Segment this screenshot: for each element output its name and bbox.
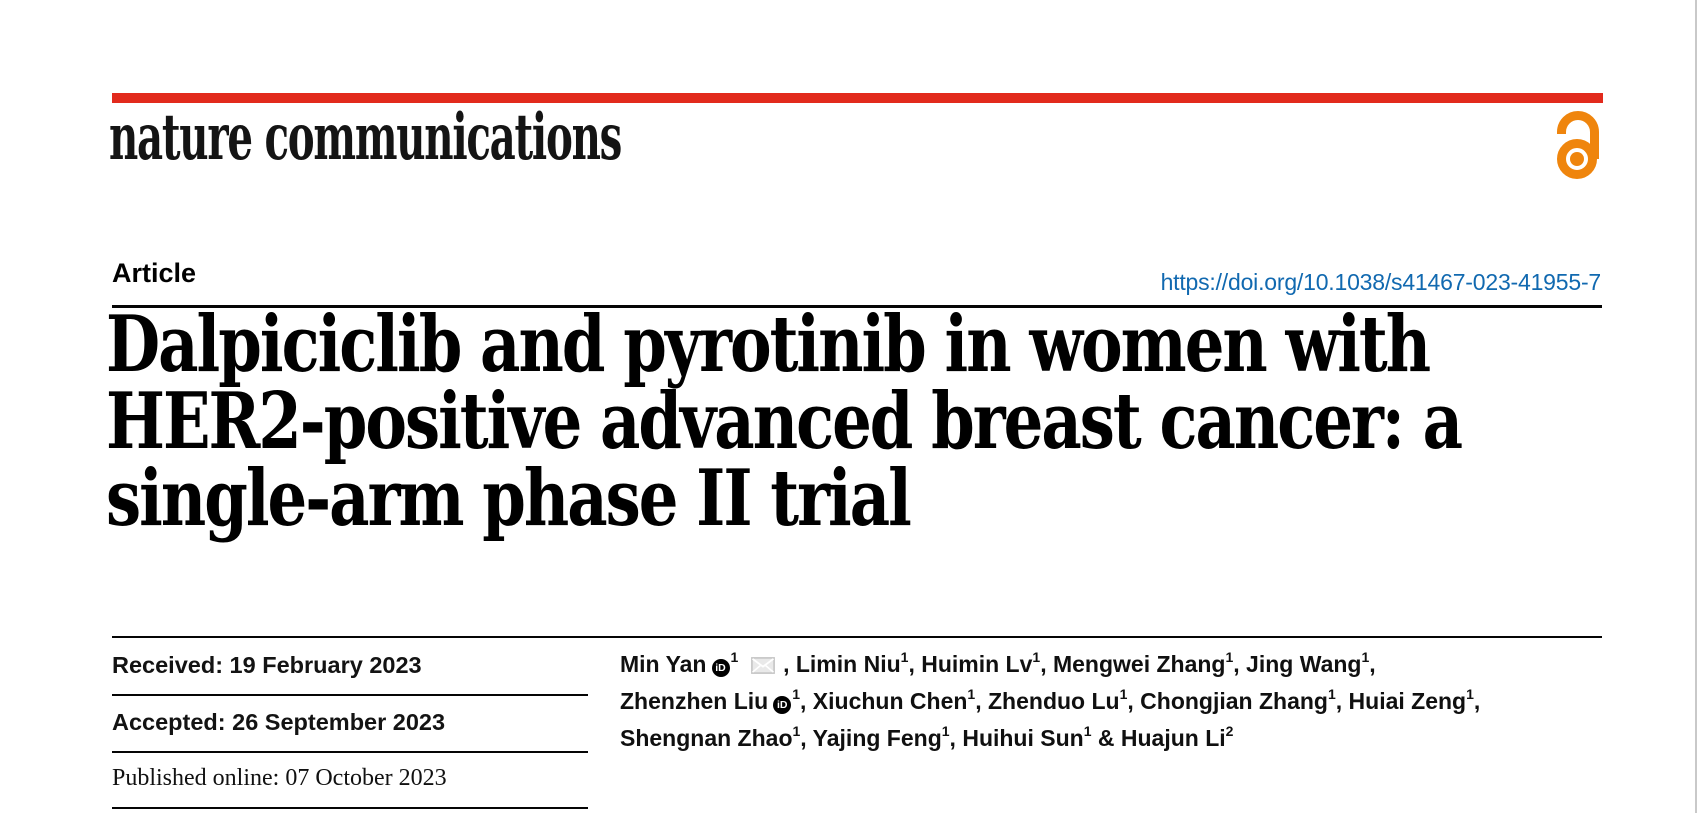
received-date: Received: 19 February 2023	[112, 652, 422, 678]
affiliation-superscript: 1	[1225, 649, 1234, 666]
author-line: Min Yan iD1 , Limin Niu1, Huimin Lv1, Men…	[620, 649, 1376, 677]
author-name: Yajing Feng	[812, 725, 942, 751]
affiliation-superscript: 1	[1032, 649, 1041, 666]
author-line: Shengnan Zhao1, Yajing Feng1, Huihui Sun…	[620, 723, 1234, 751]
author-name: Huajun Li	[1120, 725, 1226, 751]
paper-title: Dalpiciclib and pyrotinib in women with …	[106, 306, 1463, 538]
author-name: Shengnan Zhao	[620, 725, 793, 751]
author-name: Huihui Sun	[962, 725, 1084, 751]
author-name: Huiai Zeng	[1348, 688, 1467, 714]
doi-link[interactable]: https://doi.org/10.1038/s41467-023-41955…	[1160, 269, 1602, 295]
author-name: Jing Wang	[1246, 651, 1362, 677]
title-line-2: HER2-positive advanced breast cancer: a	[106, 376, 1463, 467]
author-list: Min Yan iD1 , Limin Niu1, Huimin Lv1, Men…	[620, 646, 1610, 757]
email-icon[interactable]	[750, 657, 775, 674]
journal-logo: nature communications	[109, 100, 622, 175]
page-edge-line	[1695, 0, 1697, 813]
affiliation-superscript: 1	[1361, 649, 1370, 666]
title-line-1: Dalpiciclib and pyrotinib in women with	[106, 299, 1431, 390]
affiliation-superscript: 1	[792, 723, 801, 740]
affiliation-superscript: 1	[1083, 723, 1092, 740]
date-divider	[112, 694, 588, 696]
date-divider	[112, 751, 588, 753]
date-divider	[112, 807, 588, 809]
affiliation-superscript: 2	[1225, 723, 1234, 740]
affiliation-superscript: 1	[1119, 686, 1128, 703]
author-line: Zhenzhen Liu iD1, Xiuchun Chen1, Zhenduo …	[620, 686, 1481, 714]
author-name: Min Yan	[620, 651, 707, 677]
affiliation-superscript: 1	[941, 723, 950, 740]
author-name: Chongjian Zhang	[1140, 688, 1328, 714]
affiliation-superscript: 1	[1466, 686, 1474, 703]
article-type-label: Article	[112, 258, 197, 288]
published-date: Published online: 07 October 2023	[112, 765, 447, 791]
affiliation-superscript: 1	[730, 649, 739, 666]
author-name: Zhenzhen Liu	[620, 688, 769, 714]
meta-top-divider	[112, 636, 1602, 638]
accepted-date: Accepted: 26 September 2023	[112, 709, 446, 735]
affiliation-superscript: 1	[1327, 686, 1336, 703]
orcid-icon[interactable]: iD	[773, 696, 792, 714]
affiliation-superscript: 1	[792, 686, 801, 703]
open-access-icon	[1557, 111, 1599, 179]
author-name: Huimin Lv	[921, 651, 1033, 677]
brand-color-bar	[112, 93, 1603, 103]
affiliation-superscript: 1	[900, 649, 909, 666]
author-name: Mengwei Zhang	[1052, 651, 1226, 677]
header-divider	[112, 305, 1602, 308]
title-line-3: single-arm phase II trial	[106, 453, 912, 544]
author-name: Xiuchun Chen	[812, 688, 968, 714]
author-name: Limin Niu	[795, 651, 901, 677]
affiliation-superscript: 1	[967, 686, 976, 703]
author-name: Zhenduo Lu	[988, 688, 1120, 714]
orcid-icon[interactable]: iD	[711, 659, 730, 677]
